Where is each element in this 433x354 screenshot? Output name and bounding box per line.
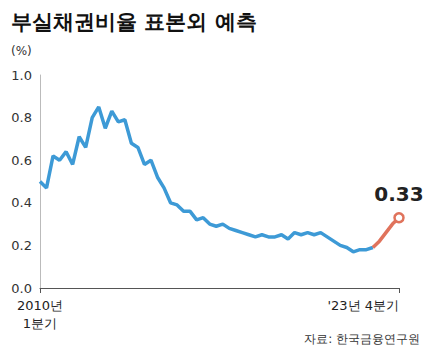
svg-text:(%): (%) [11, 44, 32, 58]
svg-text:자료: 한국금융연구원: 자료: 한국금융연구원 [304, 332, 420, 346]
svg-text:'23년 4분기: '23년 4분기 [327, 298, 399, 313]
svg-text:0.4: 0.4 [11, 195, 32, 210]
svg-text:부실채권비율 표본외 예측: 부실채권비율 표본외 예측 [11, 10, 257, 34]
svg-text:0.0: 0.0 [11, 281, 32, 296]
svg-text:1.0: 1.0 [11, 68, 32, 83]
svg-text:2010년: 2010년 [17, 298, 63, 313]
svg-text:0.8: 0.8 [11, 110, 32, 125]
svg-text:1분기: 1분기 [23, 316, 57, 331]
svg-text:0.6: 0.6 [11, 153, 32, 168]
svg-text:0.33: 0.33 [374, 182, 423, 206]
svg-text:0.2: 0.2 [11, 238, 32, 253]
